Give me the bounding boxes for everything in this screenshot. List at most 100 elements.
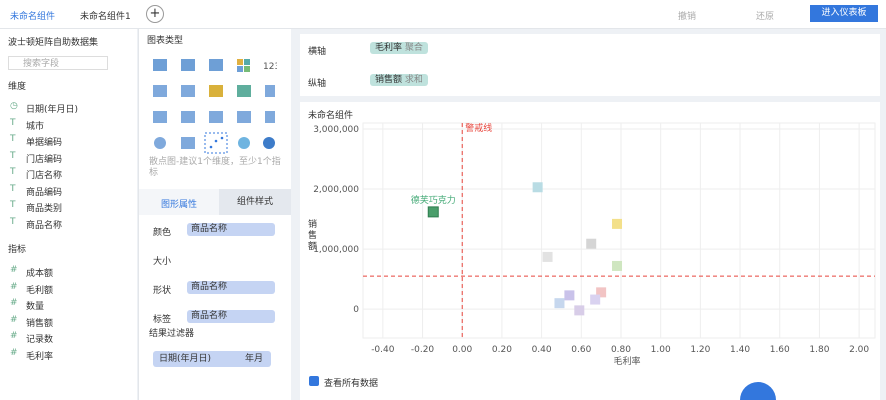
x-axis-title: 毛利率 xyxy=(613,355,640,367)
measure-field[interactable]: 成本额 xyxy=(26,269,54,279)
measure-field[interactable]: 销售额 xyxy=(26,318,54,329)
x-tick-label: 1.60 xyxy=(770,345,790,355)
measure-icon: # xyxy=(10,314,18,325)
dim-icon: ◷ xyxy=(10,101,18,111)
y-tick-label: 2,000,000 xyxy=(313,185,359,195)
dataset-panel: 波士顿矩阵自助数据集 搜索字段 维度 ◷ 日期(年月日) T 城市 T 单据编码 T 门店编码… xyxy=(0,29,137,400)
point xyxy=(612,260,623,271)
prop-name: 形状 xyxy=(153,286,172,296)
x-tick-label: 0.00 xyxy=(452,345,472,355)
measure-icon: # xyxy=(10,265,18,275)
section-title: 指标 xyxy=(8,245,27,255)
point xyxy=(586,238,597,249)
x-tick-label: 0.20 xyxy=(492,345,512,355)
y-axis-title: 销售额 xyxy=(308,220,318,252)
agg: 聚合 xyxy=(404,43,423,53)
top-bar: 未命名组件 未命名组件1 + 撤销 还原 进入仪表板 xyxy=(0,0,886,29)
chart-panel: 图表类型 123 散点图-建议1个维度，至少1个指标 图形属性 组件样式 颜色商… xyxy=(138,29,291,400)
search[interactable]: 搜索字段 xyxy=(8,56,108,70)
plot-area xyxy=(362,122,876,339)
x-tick-label: 0.80 xyxy=(611,345,631,355)
scroll-up[interactable] xyxy=(740,382,776,400)
point xyxy=(590,294,601,305)
point-label: 德芙巧克力 xyxy=(411,194,456,206)
y-field[interactable]: 销售额 求和 xyxy=(370,72,428,88)
dim-icon: T xyxy=(10,134,16,144)
point xyxy=(532,182,543,193)
dimension-field[interactable]: 商品名称 xyxy=(26,220,63,231)
prop-name: 大小 xyxy=(153,257,172,267)
tab[interactable]: 组件样式 xyxy=(219,189,291,215)
measure-icon: # xyxy=(10,331,18,341)
chart-type-icons: 123 xyxy=(153,59,277,154)
filter-name: 日期(年月日) xyxy=(159,354,212,364)
x-tick-label: 1.00 xyxy=(651,345,671,355)
y-tick-label: 1,000,000 xyxy=(313,245,359,255)
enter-dashboard[interactable]: 进入仪表板 xyxy=(810,5,878,22)
point xyxy=(542,251,553,262)
chart-card: 未命名组件 销售额 查看所有数据 xyxy=(300,102,880,400)
point xyxy=(564,290,575,301)
y-tick-label: 3,000,000 xyxy=(313,125,359,135)
undo[interactable]: 撤销 xyxy=(678,12,697,22)
chart-hint: 散点图-建议1个维度，至少1个指标 xyxy=(149,157,281,178)
x-tick-label: 0.60 xyxy=(571,345,591,355)
dimension-field[interactable]: 商品编码 xyxy=(26,187,63,198)
x-field[interactable]: 毛利率 聚合 xyxy=(370,40,436,56)
measure-icon: # xyxy=(10,298,18,308)
y-tick-label: 0 xyxy=(353,305,359,315)
dim-icon: T xyxy=(10,117,16,128)
prop-field[interactable]: 商品名称 xyxy=(187,223,275,236)
svg-text:123: 123 xyxy=(263,62,277,72)
prop-name: 颜色 xyxy=(153,228,172,238)
dim-icon: T xyxy=(10,150,16,161)
point xyxy=(427,206,439,218)
measure-icon: # xyxy=(10,281,18,292)
filter-field[interactable]: 日期(年月日) 年月 xyxy=(153,351,271,367)
dim-icon: T xyxy=(10,216,16,227)
agg: 求和 xyxy=(404,75,423,85)
section-title: 维度 xyxy=(8,82,27,92)
section-title: 结果过滤器 xyxy=(149,329,195,339)
x-tick-label: 0.40 xyxy=(532,345,552,355)
point xyxy=(554,298,565,309)
prop-field[interactable]: 商品名称 xyxy=(187,281,275,294)
reference-label: 警戒线 xyxy=(465,122,492,134)
component-title: 未命名组件 xyxy=(308,111,354,121)
measure-field[interactable]: 数量 xyxy=(26,302,45,312)
dim-icon: T xyxy=(10,183,16,194)
dimension-field[interactable]: 城市 xyxy=(26,121,45,132)
add-tab[interactable]: + xyxy=(146,5,164,23)
x-tick-label: 1.80 xyxy=(809,345,829,355)
prop-field[interactable]: 商品名称 xyxy=(187,310,275,323)
prop-name: 标签 xyxy=(153,315,172,325)
x-tick-label: -0.40 xyxy=(371,345,395,355)
measure-field[interactable]: 毛利额 xyxy=(26,285,54,296)
dimension-field[interactable]: 门店名称 xyxy=(26,171,63,181)
checkbox[interactable] xyxy=(309,376,319,386)
x-tick-label: 1.40 xyxy=(730,345,750,355)
axis-name: 纵轴 xyxy=(308,79,327,89)
dataset-name: 波士顿矩阵自助数据集 xyxy=(8,38,99,48)
dimension-field[interactable]: 日期(年月日) xyxy=(26,105,79,115)
redo[interactable]: 还原 xyxy=(756,12,775,22)
dimension-field[interactable]: 单据编码 xyxy=(26,138,63,148)
measure-field[interactable]: 毛利率 xyxy=(26,351,54,362)
tabs: 图形属性 组件样式 xyxy=(139,189,291,215)
dim-icon: T xyxy=(10,200,16,210)
point xyxy=(574,305,585,316)
axis-panel: 横轴 毛利率 聚合 纵轴 销售额 求和 xyxy=(300,34,880,96)
dimension-field[interactable]: 商品类别 xyxy=(26,204,63,214)
tab[interactable]: 未命名组件 xyxy=(10,12,56,22)
tab[interactable]: 未命名组件1 xyxy=(80,12,131,22)
measure-field[interactable]: 记录数 xyxy=(26,335,54,345)
section-title: 图表类型 xyxy=(147,36,184,46)
axis-name: 横轴 xyxy=(308,47,327,57)
dimension-field[interactable]: 门店编码 xyxy=(26,154,63,165)
field: 销售额 xyxy=(375,75,403,85)
show-all[interactable]: 查看所有数据 xyxy=(324,379,379,389)
x-tick-label: -0.20 xyxy=(411,345,435,355)
tab[interactable]: 图形属性 xyxy=(161,200,198,210)
